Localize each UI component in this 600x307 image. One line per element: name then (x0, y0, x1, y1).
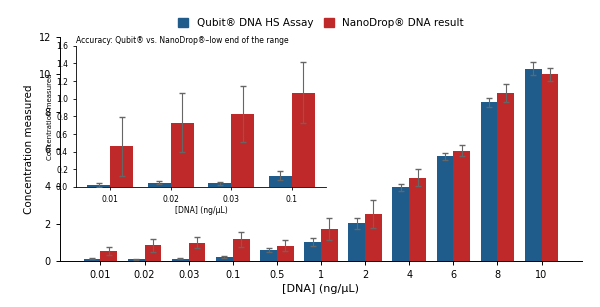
Bar (260, 250, 277, 261)
Bar (304, 242, 321, 261)
Bar (172, 259, 188, 261)
Bar (349, 223, 365, 261)
Bar (365, 214, 382, 261)
Bar (542, 74, 558, 261)
Bar (145, 245, 161, 261)
Bar (392, 187, 409, 261)
Bar (525, 68, 542, 261)
Bar (277, 246, 293, 261)
Bar (497, 93, 514, 261)
Bar (128, 259, 145, 261)
Bar (216, 257, 233, 261)
Bar (409, 178, 426, 261)
Bar (454, 151, 470, 261)
Bar (321, 229, 338, 261)
Legend: Qubit® DNA HS Assay, NanoDrop® DNA result: Qubit® DNA HS Assay, NanoDrop® DNA resul… (175, 15, 467, 31)
Bar (233, 239, 250, 261)
Bar (437, 156, 454, 261)
Bar (188, 243, 205, 261)
Bar (100, 251, 117, 261)
X-axis label: [DNA] (ng/μL): [DNA] (ng/μL) (283, 284, 359, 294)
Y-axis label: Concentration measured: Concentration measured (25, 84, 34, 214)
Bar (84, 258, 100, 261)
Bar (481, 102, 497, 261)
